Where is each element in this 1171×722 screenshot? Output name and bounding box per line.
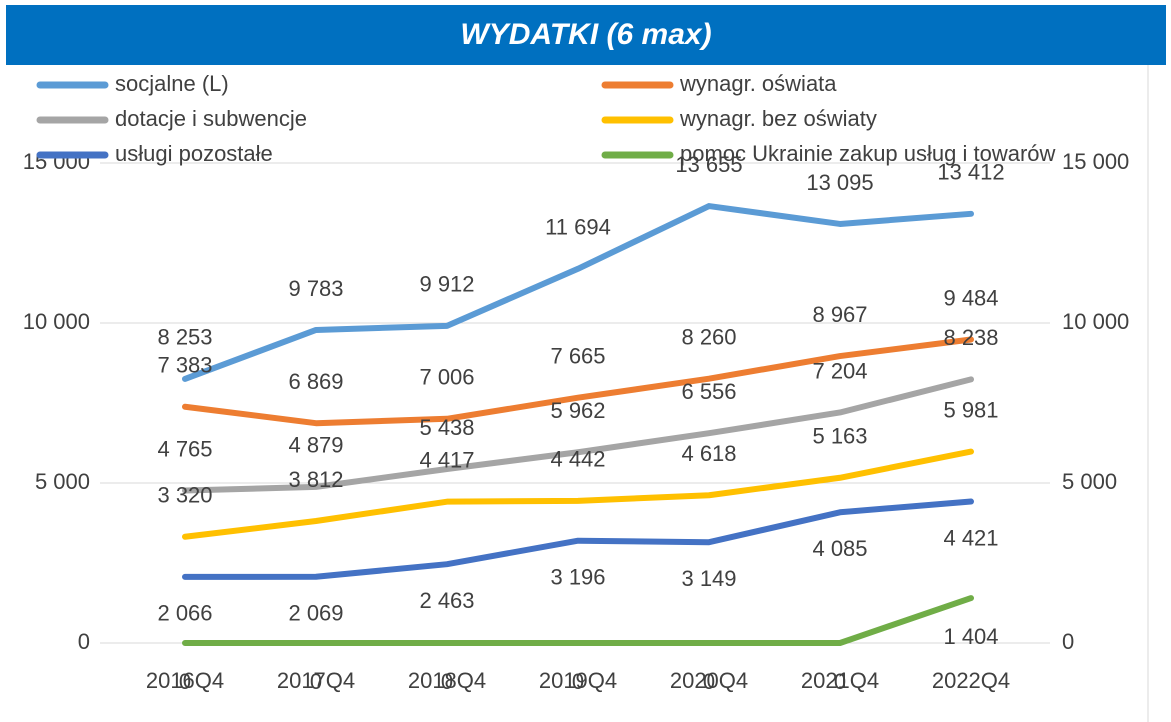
data-label: 5 962 [550,398,605,423]
x-tick-label: 2017Q4 [277,668,355,693]
y2-tick-label: 5 000 [1062,469,1117,494]
series-line [182,336,974,427]
data-label: 4 421 [943,525,998,550]
y-tick-label: 0 [78,629,90,654]
x-tick-label: 2021Q4 [801,668,879,693]
title-bar [6,5,1166,65]
data-label: 4 417 [419,447,474,472]
data-label: 6 556 [681,379,736,404]
data-label: 7 204 [812,358,867,383]
series-line [182,203,974,382]
x-tick-label: 2020Q4 [670,668,748,693]
data-label: 4 442 [550,447,605,472]
x-tick-label: 2018Q4 [408,668,486,693]
data-label: 7 383 [157,353,212,378]
data-label: 0 [179,669,191,694]
data-label: 8 967 [812,302,867,327]
data-label: 9 912 [419,272,474,297]
data-label: 7 006 [419,365,474,390]
data-label: 8 238 [943,325,998,350]
legend-label: wynagr. bez oświaty [679,106,877,131]
data-label: 0 [310,669,322,694]
legend-label: usługi pozostałe [115,141,273,166]
data-label: 0 [834,669,846,694]
data-label: 2 069 [288,601,343,626]
y2-tick-label: 10 000 [1062,309,1129,334]
data-label: 5 438 [419,415,474,440]
data-label: 5 981 [943,397,998,422]
data-label: 13 655 [675,152,742,177]
data-label: 3 196 [550,565,605,590]
data-label: 9 783 [288,276,343,301]
data-label: 4 618 [681,441,736,466]
data-label: 4 085 [812,536,867,561]
data-label: 0 [441,669,453,694]
y-tick-label: 5 000 [35,469,90,494]
data-label: 6 869 [288,369,343,394]
data-label: 8 260 [681,324,736,349]
data-label: 5 163 [812,424,867,449]
x-tick-label: 2022Q4 [932,668,1010,693]
series-line [182,448,974,540]
legend-label: pomoc Ukrainie zakup usług i towarów [680,141,1056,166]
data-label: 13 095 [806,170,873,195]
data-label: 4 879 [288,433,343,458]
data-label: 8 253 [157,325,212,350]
x-tick-label: 2016Q4 [146,668,224,693]
legend-label: dotacje i subwencje [115,106,307,131]
data-label: 0 [703,669,715,694]
series-line [182,595,974,646]
data-label: 3 320 [157,483,212,508]
data-label: 7 665 [550,344,605,369]
data-label: 3 812 [288,467,343,492]
data-label: 3 149 [681,566,736,591]
data-label: 4 765 [157,436,212,461]
x-tick-label: 2019Q4 [539,668,617,693]
legend-label: wynagr. oświata [679,71,837,96]
data-label: 0 [572,669,584,694]
chart-title: WYDATKI (6 max) [460,18,711,51]
series-line [182,376,974,494]
data-label: 1 404 [943,624,998,649]
data-label: 2 463 [419,588,474,613]
y2-tick-label: 0 [1062,629,1074,654]
y-tick-label: 10 000 [23,309,90,334]
data-label: 2 066 [157,601,212,626]
y2-tick-label: 15 000 [1062,149,1129,174]
legend-label: socjalne (L) [115,71,229,96]
data-label: 13 412 [937,160,1004,185]
data-label: 9 484 [943,285,998,310]
series-line [182,498,974,580]
data-label: 11 694 [545,215,611,240]
